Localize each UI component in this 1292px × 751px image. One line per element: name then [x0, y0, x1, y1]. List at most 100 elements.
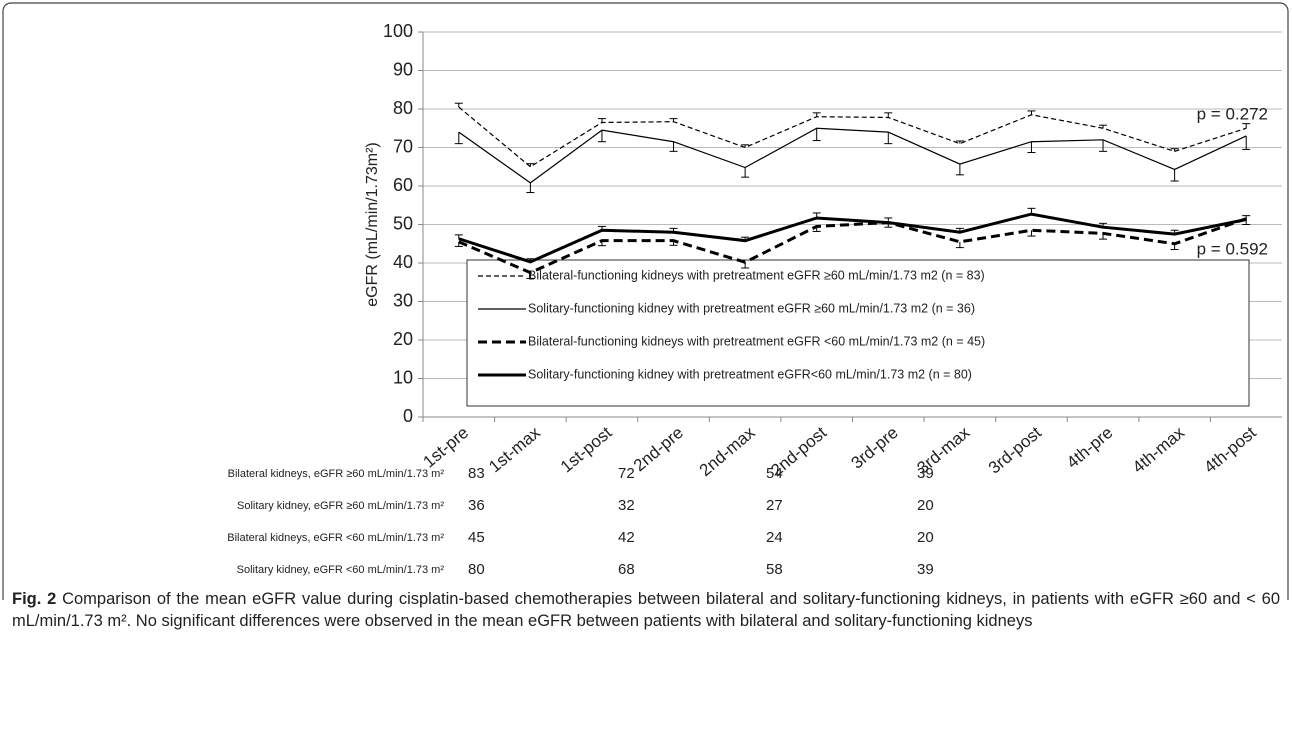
error-bar [884, 112, 893, 118]
error-bar [454, 241, 463, 247]
error-bar [812, 212, 821, 218]
x-tick-label: 4th-max [1129, 423, 1189, 477]
x-tick-label: 1st-pre [419, 423, 472, 472]
error-bar [1170, 229, 1179, 235]
table-cell: 68 [618, 561, 635, 578]
table-row-label: Bilateral kidneys, eGFR ≥60 mL/min/1.73 … [228, 468, 445, 480]
error-bar [1170, 243, 1179, 251]
table-cell: 39 [917, 561, 934, 578]
x-tick-label: 1st-max [485, 423, 544, 477]
error-bar [526, 182, 535, 194]
error-bar [812, 112, 821, 117]
error-bar [597, 130, 606, 143]
y-tick-label: 30 [393, 290, 413, 310]
error-bar [1099, 139, 1108, 152]
error-bar [597, 225, 606, 231]
table-cell: 24 [766, 529, 783, 546]
error-bar [741, 167, 750, 178]
x-tick-label: 1st-post [557, 423, 616, 477]
error-bar [1242, 123, 1251, 129]
error-bar [597, 118, 606, 123]
table-cell: 20 [917, 497, 934, 514]
error-bar [1242, 135, 1251, 150]
figure-border [2, 2, 1289, 600]
error-bar [669, 227, 678, 233]
y-tick-label: 90 [393, 59, 413, 79]
table-cell: 20 [917, 529, 934, 546]
error-bar [669, 118, 678, 122]
error-bar [526, 272, 535, 279]
error-bar [454, 132, 463, 145]
error-bar [526, 163, 535, 167]
y-tick-label: 60 [393, 175, 413, 195]
error-bar [884, 132, 893, 145]
table-cell: 42 [618, 529, 635, 546]
y-tick-label: 50 [393, 213, 413, 233]
table-row-label: Solitary kidney, eGFR <60 mL/min/1.73 m² [237, 564, 445, 576]
error-bar [1170, 169, 1179, 182]
error-bar [526, 258, 535, 262]
error-bar [1170, 148, 1179, 152]
error-bar [669, 240, 678, 246]
error-bar [1242, 215, 1251, 220]
annotation: p = 0.272 [1197, 105, 1268, 124]
y-tick-label: 70 [393, 136, 413, 156]
y-tick-label: 10 [393, 367, 413, 387]
y-tick-label: 0 [403, 406, 413, 426]
legend-label: Solitary-functioning kidney with pretrea… [528, 301, 975, 315]
table-cell: 36 [468, 497, 485, 514]
x-tick-label: 4th-pre [1063, 423, 1116, 472]
error-bar [1027, 207, 1036, 215]
error-bar [955, 164, 964, 176]
x-tick-label: 3rd-pre [848, 423, 902, 473]
error-bar [454, 102, 463, 108]
legend-label: Bilateral-functioning kidneys with pretr… [528, 268, 985, 282]
table-cell: 39 [917, 465, 934, 482]
error-bar [1099, 233, 1108, 240]
error-bar [1099, 124, 1108, 129]
table-cell: 72 [618, 465, 635, 482]
error-bar [669, 141, 678, 152]
error-bar [1099, 222, 1108, 228]
error-bar [884, 217, 893, 223]
error-bar [1027, 110, 1036, 115]
legend-box [466, 259, 1250, 407]
table-cell: 80 [468, 561, 485, 578]
caption-text: Comparison of the mean eGFR value during… [12, 590, 1280, 630]
series-line [458, 217, 1247, 275]
caption-label: Fig. 2 [12, 590, 57, 608]
x-tick-label: 3rd-post [985, 423, 1045, 478]
error-bar [812, 226, 821, 232]
table-row-label: Solitary kidney, eGFR ≥60 mL/min/1.73 m² [237, 500, 444, 512]
error-bar [955, 140, 964, 144]
chart: 0 10 20 30 40 50 60 70 80 90 100 eGFR (mL/min/1.73m… [2, 2, 1289, 600]
series-line [458, 127, 1247, 184]
error-bar [741, 144, 750, 148]
error-bar [741, 236, 750, 241]
table-cell: 45 [468, 529, 485, 546]
annotation: p = 0.592 [1197, 239, 1268, 258]
legend-label: Bilateral-functioning kidneys with pretr… [528, 334, 985, 348]
error-bar [454, 234, 463, 239]
table-cell: 83 [468, 465, 485, 482]
table-cell: 54 [766, 465, 783, 482]
x-tick-label: 2nd-max [696, 423, 759, 480]
legend-label: Solitary-functioning kidney with pretrea… [528, 367, 972, 381]
caption: Fig. 2 Comparison of the mean eGFR value… [12, 588, 1280, 632]
table-row-label: Bilateral kidneys, eGFR <60 mL/min/1.73 … [227, 532, 444, 544]
error-bar [1027, 230, 1036, 237]
y-tick-label: 100 [383, 21, 413, 41]
table-cell: 58 [766, 561, 783, 578]
y-axis-label: eGFR (mL/min/1.73m²) [364, 142, 381, 306]
error-bar [1027, 141, 1036, 154]
error-bar [741, 262, 750, 269]
y-tick-label: 80 [393, 98, 413, 118]
error-bar [955, 241, 964, 249]
error-bar [955, 227, 964, 233]
table-cell: 32 [618, 497, 635, 514]
error-bar [812, 128, 821, 142]
x-tick-label: 4th-post [1200, 423, 1259, 477]
error-bar [597, 240, 606, 247]
x-tick-label: 2nd-pre [630, 423, 687, 475]
